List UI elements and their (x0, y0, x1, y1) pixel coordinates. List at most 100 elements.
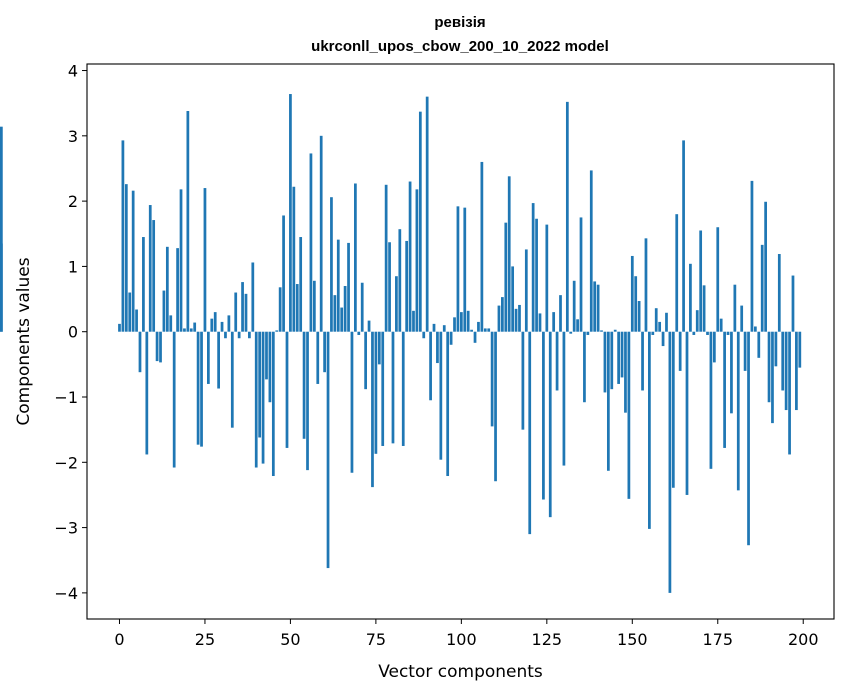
bar (285, 331, 289, 448)
bar (449, 331, 453, 345)
bar (354, 183, 357, 332)
bar (459, 312, 463, 332)
bar (641, 331, 644, 391)
y-tick-label: 4 (68, 62, 78, 81)
bar (408, 181, 412, 332)
y-tick-label: −4 (54, 584, 78, 603)
bar (258, 331, 262, 438)
bar (576, 319, 579, 332)
bar (405, 240, 409, 332)
bar (128, 292, 132, 332)
bar (299, 237, 303, 332)
x-tick-label: 175 (702, 630, 733, 649)
bar (124, 184, 128, 332)
bar (234, 292, 238, 332)
bar (172, 331, 176, 468)
bar (213, 312, 217, 332)
bar (740, 305, 744, 332)
bar (531, 203, 535, 332)
bar (712, 331, 716, 363)
bar (685, 331, 689, 495)
bar (665, 312, 668, 332)
bar (637, 301, 641, 332)
bar (429, 331, 432, 401)
bar (654, 308, 658, 332)
bar (418, 111, 422, 332)
bar (545, 224, 549, 332)
bar (620, 331, 624, 378)
bar (371, 331, 374, 488)
bar (483, 328, 487, 332)
bar (791, 275, 795, 332)
bar (210, 318, 214, 332)
bar (480, 161, 484, 332)
bar (671, 331, 675, 488)
bar (196, 331, 200, 445)
bar (771, 331, 774, 424)
bar (754, 326, 757, 332)
bar (446, 331, 450, 477)
bar (162, 290, 166, 332)
bar (767, 331, 771, 403)
bar (589, 170, 593, 332)
bar (251, 262, 255, 332)
y-tick-label: −1 (54, 388, 78, 407)
bar (548, 331, 552, 518)
y-tick-label: −3 (54, 519, 78, 538)
bar (613, 329, 617, 332)
bar (750, 180, 754, 332)
bar (381, 331, 385, 446)
bar (528, 331, 532, 535)
bar (388, 242, 391, 332)
x-tick-label: 75 (366, 630, 386, 649)
bar (302, 331, 306, 439)
x-tick-label: 125 (532, 630, 563, 649)
bar (169, 315, 173, 332)
bar (395, 276, 398, 332)
bar (384, 184, 388, 332)
bar (606, 331, 610, 471)
bar (630, 255, 634, 332)
bar (542, 331, 545, 500)
bar (343, 286, 347, 332)
bar (193, 322, 197, 332)
bar (0, 126, 3, 332)
bar (648, 331, 651, 529)
bar (463, 207, 467, 332)
bar (692, 331, 696, 335)
bar (624, 331, 627, 413)
bar (425, 96, 429, 332)
bar (200, 331, 203, 447)
bar (651, 331, 655, 335)
bar (401, 331, 405, 446)
bar (706, 331, 709, 335)
bar (559, 295, 562, 332)
bar (627, 331, 631, 499)
bar (364, 331, 367, 390)
bar (271, 331, 275, 477)
bar (159, 331, 162, 363)
bar (412, 310, 415, 332)
bar (415, 189, 419, 332)
bar (552, 312, 556, 332)
bar (757, 331, 761, 358)
bar (148, 205, 152, 332)
bar (254, 331, 258, 468)
bar (391, 331, 395, 444)
bar (323, 331, 326, 373)
bar (658, 321, 662, 332)
bar (278, 287, 282, 332)
bar (747, 331, 750, 546)
bar (422, 331, 426, 339)
bar (470, 329, 473, 332)
bar (398, 229, 402, 332)
bar (176, 248, 179, 332)
bar (524, 249, 528, 332)
bar (152, 220, 156, 332)
bar (432, 323, 436, 332)
bar (634, 276, 638, 332)
bar (241, 282, 244, 332)
bar (733, 284, 737, 332)
bar (682, 140, 685, 332)
bar (131, 190, 135, 332)
